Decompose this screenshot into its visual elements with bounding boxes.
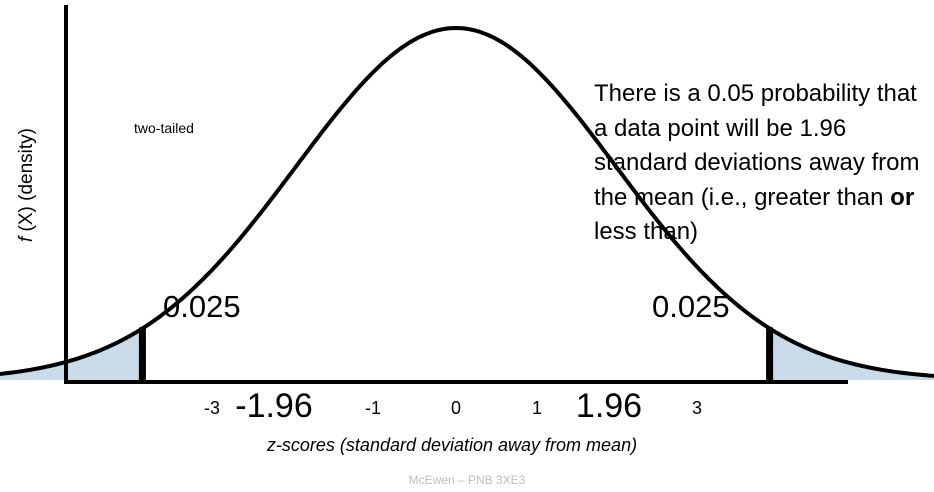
- y-axis-label-wrap: f (X) (density): [14, 100, 40, 270]
- y-axis-label: f (X) (density): [16, 128, 38, 242]
- x-axis-label: z-scores (standard deviation away from m…: [266, 435, 638, 455]
- tick-label-minus-3: -3: [203, 398, 221, 418]
- annotation-bold-or: or: [890, 183, 915, 211]
- test-type-label: two-tailed: [134, 120, 194, 136]
- density-curve: [0, 26, 934, 378]
- critical-value-left: -1.96: [235, 387, 313, 425]
- y-axis-label-f: f: [16, 236, 37, 243]
- right-tail-region: [769, 328, 934, 380]
- right-tail-probability: 0.025: [652, 289, 730, 324]
- left-tail-probability: 0.025: [163, 289, 241, 324]
- tick-label-minus-1: -1: [364, 398, 382, 418]
- credit-text: McEwen – PNB 3XE3: [408, 473, 526, 487]
- probability-annotation: There is a 0.05 probability that a data …: [594, 77, 924, 250]
- annotation-text-2: less than): [594, 218, 699, 245]
- tick-label-0: 0: [450, 398, 462, 418]
- annotation-text-1: There is a 0.05 probability that a data …: [594, 80, 920, 211]
- critical-value-right: 1.96: [575, 387, 643, 425]
- tick-label-1: 1: [531, 398, 543, 418]
- left-tail-region: [0, 328, 143, 380]
- y-axis-label-rest: (X) (density): [16, 127, 37, 232]
- tick-label-3: 3: [691, 398, 703, 418]
